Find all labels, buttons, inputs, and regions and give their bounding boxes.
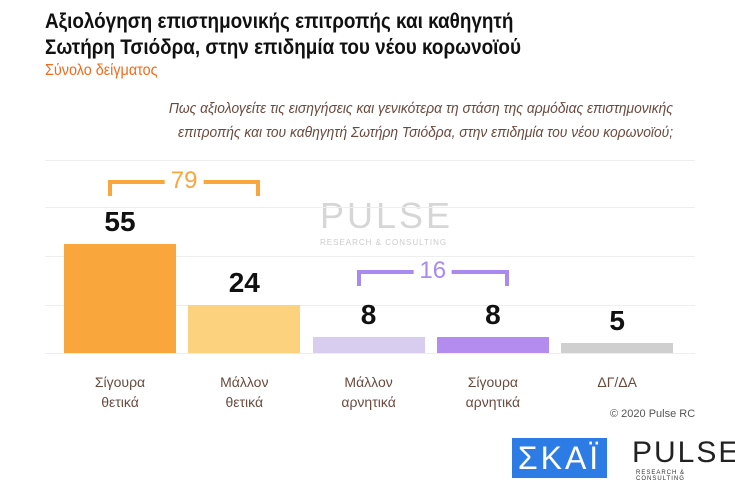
subtitle: Σύνολο δείγματος (45, 62, 158, 79)
gridline (45, 353, 695, 354)
bar (312, 337, 425, 353)
data-label: 24 (228, 267, 260, 299)
watermark-sub: RESEARCH & CONSULTING (320, 238, 448, 247)
bar (188, 305, 301, 353)
pulse-logo: PULSE (632, 436, 735, 469)
category-label-line: θετικά (225, 394, 264, 410)
category-label-line: ΔΓ/ΔΑ (597, 374, 638, 390)
category-label-line: θετικά (101, 394, 139, 410)
category-label: Σίγουρα θετικά (64, 372, 176, 412)
gridline (45, 305, 695, 306)
data-label: 5 (609, 305, 625, 337)
category-label-line: Μάλλον (220, 374, 269, 390)
skai-logo: ΣΚΑΪ (512, 438, 607, 478)
category-label-line: αρνητικά (465, 394, 521, 410)
category-label-line: αρνητικά (341, 394, 396, 410)
gridline (45, 207, 695, 208)
title-line-2: Σωτήρη Τσιόδρα, στην επιδημία του νέου κ… (45, 36, 521, 59)
data-label: 55 (104, 206, 136, 238)
pulse-logo-sub: RESEARCH & CONSULTING (636, 470, 686, 482)
category-label: Μάλλον θετικά (188, 372, 300, 412)
watermark: PULSE (320, 195, 454, 236)
category-label-line: Μάλλον (344, 374, 393, 390)
copyright: © 2020 Pulse RC (610, 408, 696, 420)
data-label: 8 (485, 299, 501, 331)
category-label: Σίγουρα αρνητικά (437, 372, 549, 412)
title-line-1: Αξιολόγηση επιστημονικής επιτροπής και κ… (45, 10, 514, 33)
gridline (45, 256, 695, 257)
category-label-line: Σίγουρα (467, 374, 519, 390)
bar (561, 343, 674, 353)
bracket-label: 79 (164, 167, 204, 195)
gridline (45, 160, 695, 161)
bar (436, 337, 549, 353)
bar (64, 244, 176, 353)
category-label: Μάλλον αρνητικά (313, 372, 425, 412)
bracket-label: 16 (413, 257, 453, 285)
data-label: 8 (360, 299, 377, 331)
category-label-line: Σίγουρα (94, 374, 146, 390)
question-line-1: Πως αξιολογείτε τις εισηγήσεις και γενικ… (168, 100, 673, 117)
question-line-2: επιτροπής και του καθηγητή Σωτήρη Τσιόδρ… (177, 124, 673, 141)
category-label: ΔΓ/ΔΑ (561, 372, 673, 392)
